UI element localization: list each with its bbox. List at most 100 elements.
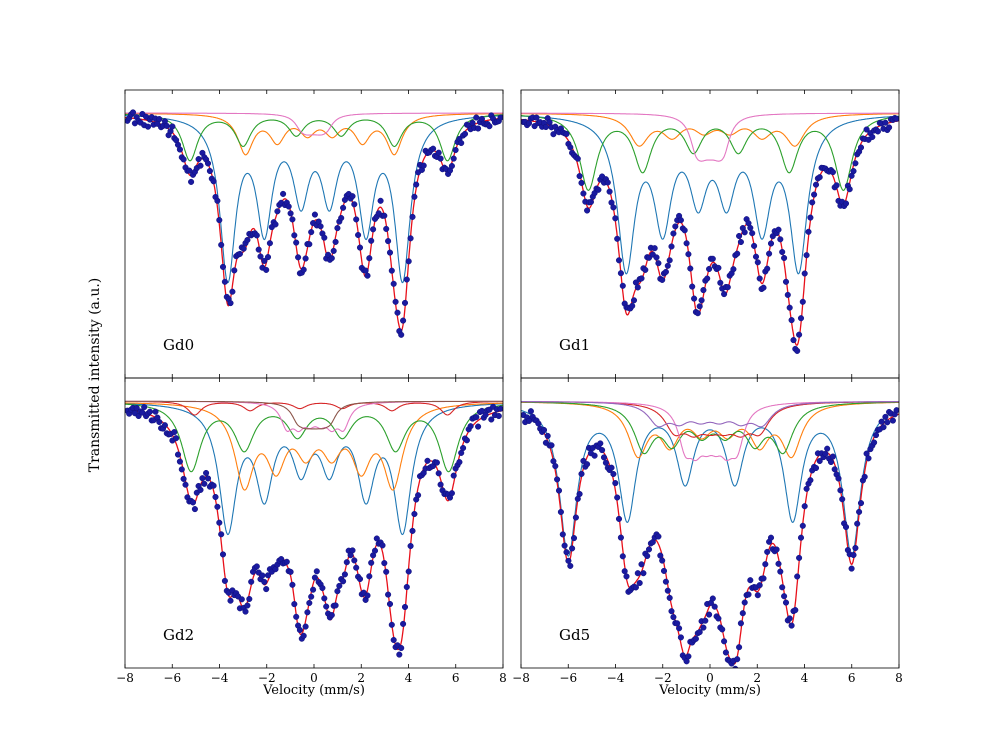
data-point [584, 461, 591, 468]
data-point [634, 284, 641, 291]
data-point [266, 240, 273, 247]
x-tick-label: 2 [753, 671, 761, 685]
data-point [794, 573, 801, 580]
data-point [261, 578, 268, 585]
panel-gd5: −8 −6 −4 −2 0 2 4 6 8 Gd5 [512, 377, 903, 685]
data-point [662, 268, 669, 275]
data-point [227, 597, 234, 604]
data-point [383, 225, 390, 232]
data-point [816, 174, 823, 181]
data-point [467, 423, 474, 430]
data-point [659, 276, 666, 283]
data-point [567, 562, 574, 569]
data-point [784, 291, 791, 298]
data-point [781, 254, 788, 262]
data-point [323, 603, 330, 610]
data-point [259, 572, 266, 579]
data-point [871, 439, 878, 446]
data-point [850, 168, 857, 175]
data-point [719, 626, 726, 633]
data-point [554, 476, 561, 483]
data-point [775, 226, 782, 233]
data-point [366, 255, 373, 262]
data-point [458, 139, 465, 147]
data-point [736, 232, 743, 240]
data-point [437, 155, 444, 162]
data-point [321, 234, 328, 241]
data-point [685, 251, 692, 258]
data-point [756, 275, 763, 282]
data-point [214, 503, 221, 510]
data-point [696, 303, 703, 310]
data-point [764, 548, 771, 555]
data-point [248, 578, 255, 585]
data-point [486, 123, 493, 130]
data-point [617, 270, 624, 277]
data-point [336, 582, 343, 589]
data-point [156, 418, 163, 426]
data-point [204, 160, 212, 167]
data-point [385, 591, 392, 598]
data-point [677, 217, 684, 224]
data-point [340, 204, 347, 211]
data-point [236, 250, 243, 257]
data-point [829, 453, 836, 460]
data-point [796, 554, 803, 561]
data-point [392, 298, 399, 305]
data-point [796, 331, 803, 338]
data-point [386, 249, 394, 256]
data-point [306, 599, 313, 607]
data-point [161, 422, 168, 429]
data-point [638, 275, 645, 282]
data-point [664, 262, 671, 269]
data-point [565, 557, 572, 564]
data-point [407, 542, 414, 550]
data-point [296, 626, 303, 634]
data-point [366, 573, 373, 580]
data-point [612, 215, 619, 222]
data-point [792, 607, 799, 614]
data-point [863, 126, 870, 133]
data-point [782, 599, 790, 606]
total-fit-line [125, 408, 503, 651]
data-point [882, 413, 889, 420]
data-point [850, 551, 857, 559]
data-point [219, 263, 227, 270]
data-point [692, 635, 699, 642]
data-point [334, 588, 341, 595]
data-point [745, 591, 752, 598]
data-point [824, 445, 831, 452]
data-point [831, 466, 838, 473]
data-point [204, 475, 212, 482]
data-point [456, 459, 463, 466]
data-point [203, 469, 210, 477]
data-point [660, 567, 668, 574]
data-point [893, 115, 899, 122]
data-point [435, 470, 442, 477]
data-point [882, 119, 889, 126]
data-point [291, 601, 298, 608]
data-point [216, 217, 223, 224]
data-point [398, 331, 405, 338]
data-point [409, 527, 416, 534]
x-tick-label: −8 [512, 671, 530, 685]
data-point [706, 611, 713, 618]
data-point [704, 275, 711, 282]
data-point [683, 240, 690, 247]
data-point [413, 181, 420, 188]
data-point [698, 297, 705, 304]
data-point [670, 614, 677, 621]
data-point [629, 302, 636, 309]
data-point [777, 568, 784, 575]
data-point [632, 584, 639, 591]
data-point [188, 178, 195, 185]
data-point [390, 636, 397, 644]
data-point [302, 623, 309, 630]
data-point [293, 613, 300, 620]
x-tick-label: −4 [607, 671, 625, 685]
data-point [865, 455, 872, 462]
panel-frame [124, 377, 504, 669]
data-point [563, 130, 570, 137]
data-point [310, 586, 317, 593]
data-point [827, 458, 835, 466]
